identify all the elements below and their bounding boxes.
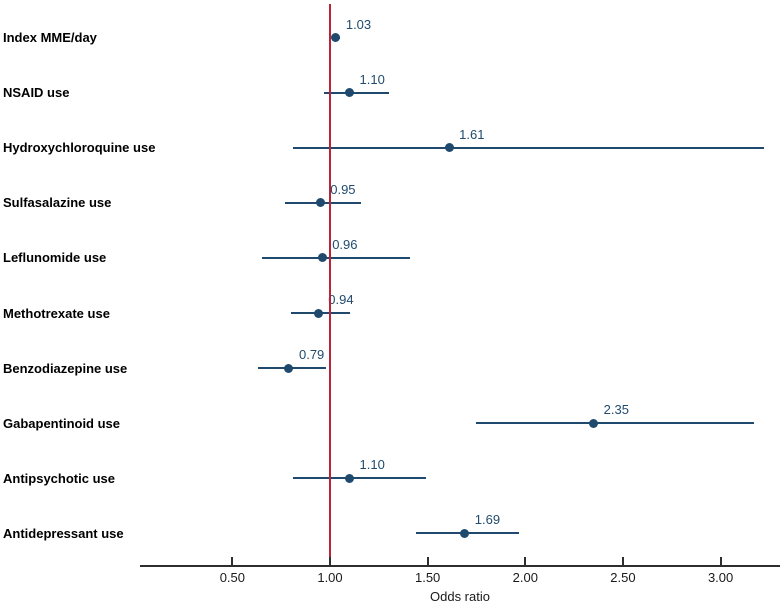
confidence-interval-line bbox=[292, 146, 764, 149]
x-axis-tick-label: 1.50 bbox=[414, 570, 441, 585]
point-estimate-dot bbox=[315, 198, 325, 208]
x-axis-tick-label: 3.00 bbox=[707, 570, 734, 585]
category-label: Gabapentinoid use bbox=[3, 415, 121, 431]
category-label: Hydroxychloroquine use bbox=[3, 140, 156, 156]
estimate-value-label: 0.94 bbox=[328, 292, 354, 308]
category-label: NSAID use bbox=[3, 85, 70, 101]
estimate-value-label: 0.95 bbox=[330, 181, 356, 197]
x-axis-tick bbox=[621, 557, 624, 565]
confidence-interval-line bbox=[292, 477, 426, 480]
x-axis-tick-label: 2.50 bbox=[610, 570, 636, 585]
point-estimate-dot bbox=[589, 418, 599, 428]
x-axis-tick-label: 0.50 bbox=[219, 570, 245, 585]
x-axis-tick-label: 2.00 bbox=[512, 570, 538, 585]
confidence-interval-line bbox=[324, 91, 389, 94]
x-axis-tick bbox=[231, 557, 234, 565]
estimate-value-label: 1.10 bbox=[359, 457, 385, 473]
point-estimate-dot bbox=[345, 88, 355, 98]
category-label: Leflunomide use bbox=[3, 250, 107, 266]
x-axis-tick bbox=[329, 557, 331, 565]
point-estimate-dot bbox=[444, 143, 454, 153]
estimate-value-label: 1.10 bbox=[359, 71, 385, 87]
estimate-value-label: 1.61 bbox=[459, 126, 485, 142]
point-estimate-dot bbox=[460, 528, 470, 538]
category-label: Benzodiazepine use bbox=[3, 360, 128, 376]
category-label: Sulfasalazine use bbox=[3, 195, 112, 211]
confidence-interval-line bbox=[261, 256, 411, 259]
category-label: Antidepressant use bbox=[3, 525, 124, 541]
category-label: Methotrexate use bbox=[3, 305, 110, 321]
x-axis-tick bbox=[524, 557, 527, 565]
x-axis-line bbox=[140, 565, 780, 567]
confidence-interval-line bbox=[476, 422, 754, 425]
point-estimate-dot bbox=[331, 33, 341, 43]
estimate-value-label: 1.69 bbox=[474, 512, 501, 528]
x-axis-title: Odds ratio bbox=[430, 589, 490, 604]
reference-line bbox=[329, 4, 331, 565]
estimate-value-label: 1.03 bbox=[345, 16, 372, 32]
x-axis-tick-label: 1.00 bbox=[317, 570, 343, 585]
estimate-value-label: 0.79 bbox=[298, 347, 325, 363]
x-axis-tick bbox=[719, 557, 722, 565]
estimate-value-label: 0.96 bbox=[332, 236, 358, 252]
category-label: Index MME/day bbox=[3, 30, 97, 46]
point-estimate-dot bbox=[345, 473, 355, 483]
point-estimate-dot bbox=[284, 363, 294, 373]
point-estimate-dot bbox=[317, 253, 327, 263]
point-estimate-dot bbox=[313, 308, 323, 318]
x-axis-tick bbox=[426, 557, 429, 565]
category-label: Antipsychotic use bbox=[3, 470, 115, 486]
estimate-value-label: 2.35 bbox=[603, 402, 629, 418]
